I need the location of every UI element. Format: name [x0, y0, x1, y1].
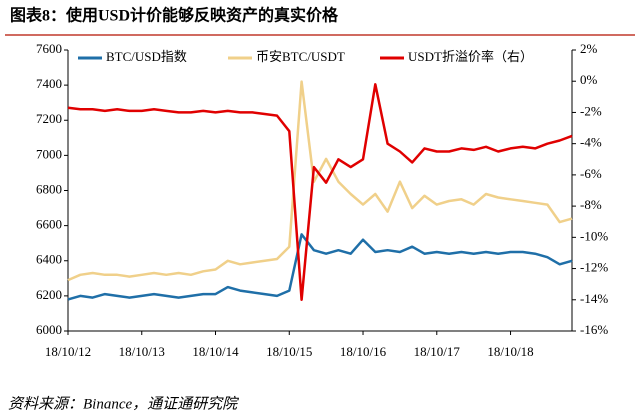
y-tick-label: 7600 — [36, 41, 62, 56]
y-tick-label: 6600 — [36, 217, 62, 232]
source-note: 资料来源：Binance，通证通研究院 — [8, 395, 239, 412]
y-tick-label: 6800 — [36, 181, 62, 196]
x-tick-label: 18/10/16 — [340, 344, 387, 359]
y2-tick-label: -10% — [580, 228, 608, 243]
x-tick-label: 18/10/12 — [45, 344, 91, 359]
series-line — [67, 80, 573, 282]
legend-label: BTC/USD指数 — [106, 49, 187, 64]
y-tick-label: 6400 — [36, 252, 62, 267]
y2-tick-label: -8% — [580, 197, 602, 212]
y2-tick-label: -4% — [580, 135, 602, 150]
y-tick-label: 6000 — [36, 322, 62, 337]
series-line — [67, 233, 573, 301]
legend-label: USDT折溢价率（右） — [408, 49, 533, 64]
y2-tick-label: -16% — [580, 322, 608, 337]
y2-tick-label: -14% — [580, 291, 608, 306]
x-tick-label: 18/10/15 — [266, 344, 312, 359]
y-tick-label: 7200 — [36, 111, 62, 126]
chart-title: 图表8：使用USD计价能够反映资产的真实价格 — [10, 6, 339, 25]
x-tick-label: 18/10/17 — [414, 344, 461, 359]
y2-tick-label: -6% — [580, 166, 602, 181]
y2-tick-label: -2% — [580, 103, 602, 118]
legend-label: 币安BTC/USDT — [256, 49, 345, 64]
y-tick-label: 7400 — [36, 76, 62, 91]
y-tick-label: 7000 — [36, 146, 62, 161]
x-tick-label: 18/10/14 — [192, 344, 239, 359]
x-tick-label: 18/10/18 — [487, 344, 533, 359]
y2-tick-label: 2% — [580, 41, 598, 56]
y2-tick-label: -12% — [580, 260, 608, 275]
y2-tick-label: 0% — [580, 72, 598, 87]
x-tick-label: 18/10/13 — [119, 344, 165, 359]
series-line — [67, 83, 573, 302]
y-tick-label: 6200 — [36, 287, 62, 302]
